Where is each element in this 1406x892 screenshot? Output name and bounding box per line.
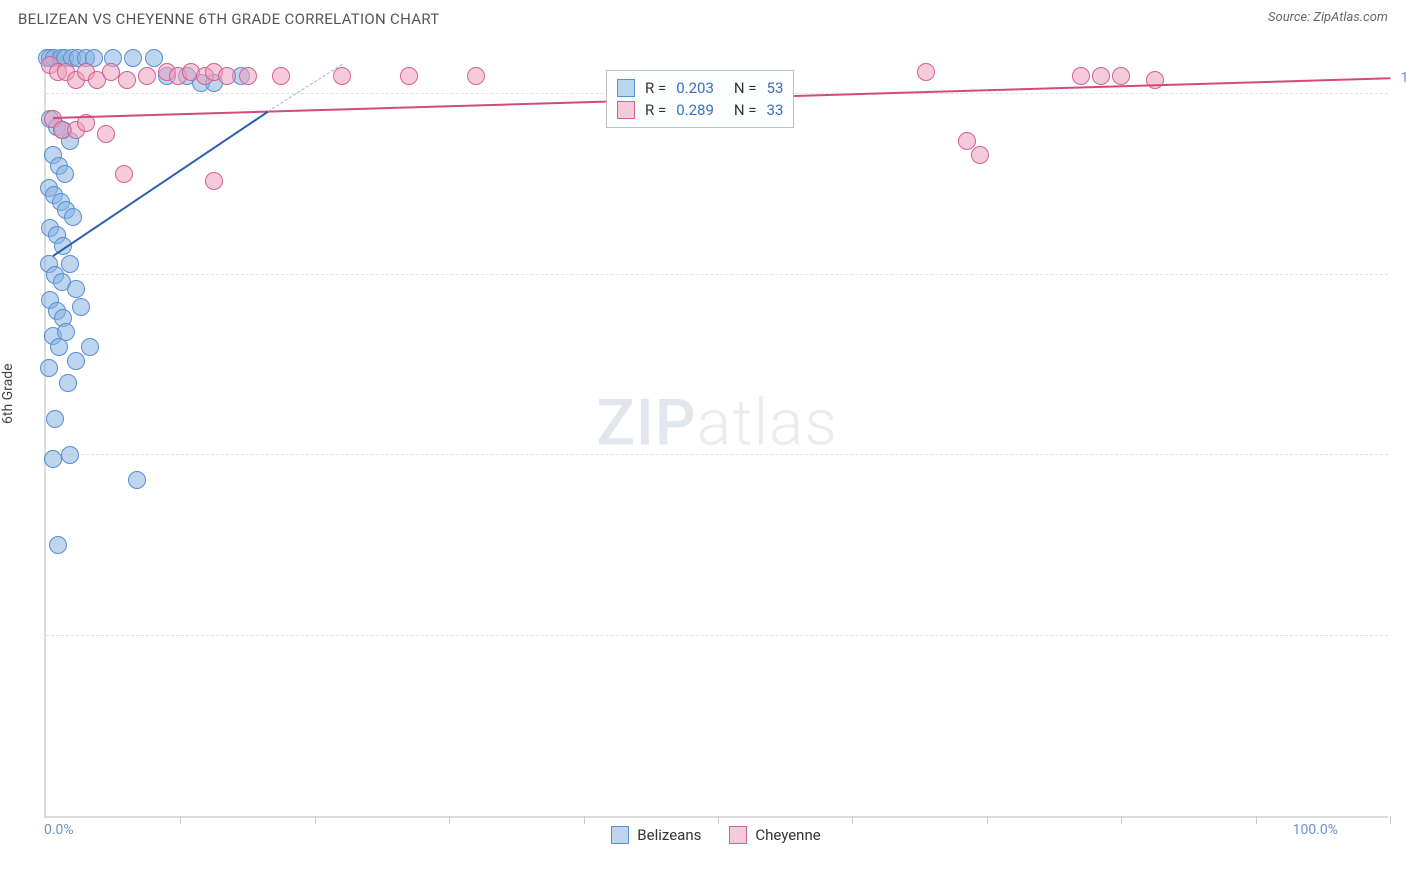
belizeans-label: Belizeans <box>637 826 701 844</box>
cheyenne-label: Cheyenne <box>755 826 820 844</box>
marker-belizeans <box>61 446 79 464</box>
marker-cheyenne <box>1112 67 1130 85</box>
r-value: 0.203 <box>676 79 714 97</box>
r-label: R = <box>645 79 666 97</box>
marker-belizeans <box>57 323 75 341</box>
marker-cheyenne <box>971 146 989 164</box>
marker-belizeans <box>124 49 142 67</box>
source-label: Source: ZipAtlas.com <box>1268 10 1388 25</box>
marker-cheyenne <box>272 67 290 85</box>
n-label: N = <box>734 79 757 97</box>
marker-belizeans <box>46 410 64 428</box>
r-value: 0.289 <box>676 101 714 119</box>
watermark-atlas: atlas <box>697 385 838 460</box>
marker-cheyenne <box>97 125 115 143</box>
cheyenne-swatch-icon <box>617 101 635 119</box>
plot-area: ZIPatlas 100.0%95.0%90.0%85.0%R = 0.203N… <box>44 60 1388 818</box>
plot-container: ZIPatlas 100.0%95.0%90.0%85.0%R = 0.203N… <box>44 50 1388 842</box>
marker-cheyenne <box>917 63 935 81</box>
marker-belizeans <box>40 359 58 377</box>
marker-cheyenne <box>118 71 136 89</box>
marker-cheyenne <box>1092 67 1110 85</box>
belizeans-swatch <box>611 826 629 844</box>
marker-belizeans <box>67 352 85 370</box>
belizeans-swatch-icon <box>617 79 635 97</box>
n-label: N = <box>734 101 757 119</box>
marker-cheyenne <box>333 67 351 85</box>
marker-belizeans <box>128 471 146 489</box>
marker-cheyenne <box>239 67 257 85</box>
bottom-legend: Belizeans Cheyenne <box>44 826 1388 844</box>
trend-line <box>52 110 268 256</box>
marker-belizeans <box>145 49 163 67</box>
correlation-box: R = 0.203 N = 53 R = 0.289 N = 33 <box>606 70 794 128</box>
legend-item-belizeans: Belizeans <box>611 826 701 844</box>
watermark: ZIPatlas <box>596 385 838 460</box>
marker-belizeans <box>72 298 90 316</box>
watermark-zip: ZIP <box>596 385 697 460</box>
gridline-h <box>46 635 1388 636</box>
x-tick <box>1390 816 1391 824</box>
marker-belizeans <box>81 338 99 356</box>
marker-belizeans <box>44 450 62 468</box>
marker-belizeans <box>67 280 85 298</box>
marker-belizeans <box>64 208 82 226</box>
marker-cheyenne <box>218 67 236 85</box>
n-value: 33 <box>767 101 784 119</box>
marker-belizeans <box>56 165 74 183</box>
marker-cheyenne <box>138 67 156 85</box>
marker-belizeans <box>59 374 77 392</box>
cheyenne-swatch <box>729 826 747 844</box>
gridline-h <box>46 274 1388 275</box>
y-axis-label: 6th Grade <box>0 363 16 424</box>
marker-cheyenne <box>467 67 485 85</box>
n-value: 53 <box>767 79 784 97</box>
rbox-row-cheyenne: R = 0.289 N = 33 <box>617 99 783 121</box>
marker-belizeans <box>61 255 79 273</box>
marker-cheyenne <box>958 132 976 150</box>
gridline-h <box>46 454 1388 455</box>
y-tick-label: 100.0% <box>1401 70 1406 86</box>
rbox-row-belizeans: R = 0.203 N = 53 <box>617 77 783 99</box>
marker-cheyenne <box>205 172 223 190</box>
legend-item-cheyenne: Cheyenne <box>729 826 820 844</box>
r-label: R = <box>645 101 666 119</box>
marker-cheyenne <box>1072 67 1090 85</box>
marker-cheyenne <box>115 165 133 183</box>
marker-belizeans <box>49 536 67 554</box>
chart-title: BELIZEAN VS CHEYENNE 6TH GRADE CORRELATI… <box>18 10 440 28</box>
marker-cheyenne <box>400 67 418 85</box>
